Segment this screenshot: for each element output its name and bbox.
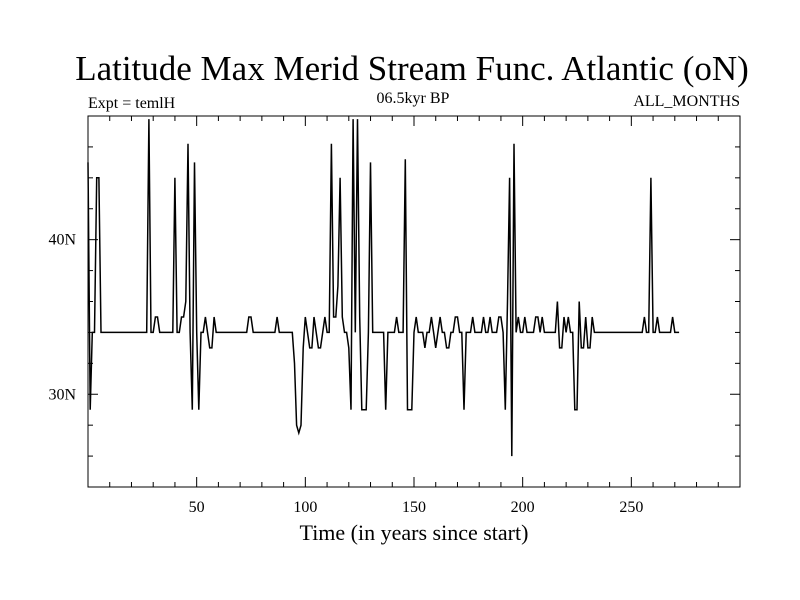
axis-tick-labels: 50 100 150 200 250 30N 40N: [48, 232, 643, 516]
series-line: [87, 119, 680, 457]
experiment-label: Expt = temlH: [88, 95, 176, 112]
y-tick-label: 30N: [48, 386, 76, 403]
x-axis-label: Time (in years since start): [300, 520, 529, 545]
x-tick-label: 50: [189, 499, 205, 516]
axis-ticks: [88, 116, 740, 487]
x-tick-label: 250: [619, 499, 643, 516]
months-label: ALL_MONTHS: [633, 93, 740, 110]
x-tick-label: 150: [402, 499, 426, 516]
y-tick-label: 40N: [48, 232, 76, 249]
x-tick-label: 200: [511, 499, 535, 516]
x-tick-label: 100: [293, 499, 317, 516]
chart-title: Latitude Max Merid Stream Func. Atlantic…: [75, 49, 749, 88]
period-label: 06.5kyr BP: [377, 90, 450, 107]
